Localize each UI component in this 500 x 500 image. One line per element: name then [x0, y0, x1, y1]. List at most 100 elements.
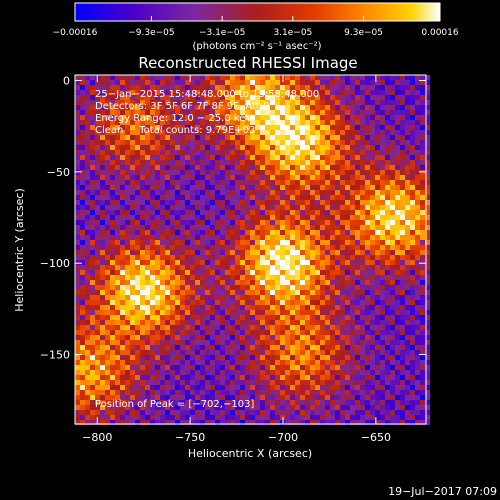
heatmap-cell — [325, 265, 330, 270]
heatmap-cell — [120, 275, 125, 280]
heatmap-cell — [260, 95, 265, 100]
heatmap-cell — [80, 185, 85, 190]
heatmap-cell — [265, 320, 270, 325]
heatmap-cell — [165, 365, 170, 370]
heatmap-cell — [280, 185, 285, 190]
heatmap-cell — [390, 390, 395, 395]
heatmap-cell — [370, 385, 375, 390]
heatmap-cell — [325, 245, 330, 250]
heatmap-cell — [390, 275, 395, 280]
heatmap-cell — [345, 260, 350, 265]
heatmap-cell — [220, 335, 225, 340]
heatmap-cell — [195, 405, 200, 410]
heatmap-cell — [210, 250, 215, 255]
heatmap-cell — [375, 360, 380, 365]
heatmap-cell — [165, 155, 170, 160]
heatmap-cell — [120, 75, 125, 80]
heatmap-cell — [240, 395, 245, 400]
heatmap-cell — [120, 210, 125, 215]
heatmap-cell — [260, 355, 265, 360]
heatmap-cell — [245, 280, 250, 285]
heatmap-cell — [355, 275, 360, 280]
heatmap-cell — [245, 285, 250, 290]
heatmap-cell — [415, 185, 420, 190]
heatmap-cell — [420, 280, 425, 285]
heatmap-cell — [300, 405, 305, 410]
heatmap-cell — [285, 200, 290, 205]
heatmap-cell — [270, 380, 275, 385]
heatmap-cell — [280, 130, 285, 135]
heatmap-cell — [210, 185, 215, 190]
heatmap-cell — [175, 380, 180, 385]
heatmap-cell — [265, 160, 270, 165]
heatmap-cell — [110, 85, 115, 90]
heatmap-cell — [385, 370, 390, 375]
heatmap-cell — [290, 255, 295, 260]
heatmap-cell — [225, 240, 230, 245]
heatmap-cell — [120, 160, 125, 165]
heatmap-cell — [355, 85, 360, 90]
heatmap-cell — [375, 130, 380, 135]
heatmap-cell — [185, 340, 190, 345]
heatmap-cell — [185, 420, 190, 425]
heatmap-cell — [115, 250, 120, 255]
heatmap-cell — [300, 95, 305, 100]
heatmap-cell — [80, 90, 85, 95]
heatmap-cell — [220, 85, 225, 90]
heatmap-cell — [100, 305, 105, 310]
heatmap-cell — [240, 200, 245, 205]
heatmap-cell — [365, 295, 370, 300]
heatmap-cell — [105, 100, 110, 105]
heatmap-cell — [245, 85, 250, 90]
heatmap-cell — [185, 170, 190, 175]
heatmap-cell — [400, 235, 405, 240]
heatmap-cell — [130, 335, 135, 340]
heatmap-cell — [260, 410, 265, 415]
heatmap-cell — [135, 290, 140, 295]
heatmap-cell — [195, 110, 200, 115]
heatmap-cell — [170, 95, 175, 100]
heatmap-cell — [380, 170, 385, 175]
heatmap-cell — [375, 340, 380, 345]
heatmap-cell — [120, 390, 125, 395]
heatmap-cell — [95, 265, 100, 270]
heatmap-cell — [380, 375, 385, 380]
heatmap-cell — [260, 255, 265, 260]
heatmap-cell — [125, 280, 130, 285]
heatmap-cell — [290, 420, 295, 425]
heatmap-cell — [420, 90, 425, 95]
heatmap-cell — [345, 305, 350, 310]
heatmap-cell — [85, 295, 90, 300]
heatmap-cell — [140, 355, 145, 360]
heatmap-cell — [380, 245, 385, 250]
heatmap-cell — [405, 105, 410, 110]
heatmap-cell — [90, 225, 95, 230]
heatmap-cell — [400, 180, 405, 185]
heatmap-cell — [130, 265, 135, 270]
heatmap-cell — [155, 335, 160, 340]
heatmap-cell — [95, 365, 100, 370]
heatmap-cell — [105, 165, 110, 170]
heatmap-cell — [270, 320, 275, 325]
heatmap-cell — [255, 360, 260, 365]
heatmap-cell — [330, 305, 335, 310]
heatmap-cell — [230, 415, 235, 420]
heatmap-cell — [140, 320, 145, 325]
heatmap-cell — [285, 340, 290, 345]
heatmap-cell — [160, 205, 165, 210]
heatmap-cell — [105, 245, 110, 250]
heatmap-cell — [95, 80, 100, 85]
heatmap-cell — [400, 140, 405, 145]
heatmap-cell — [340, 165, 345, 170]
heatmap-cell — [320, 365, 325, 370]
heatmap-cell — [100, 330, 105, 335]
heatmap-cell — [365, 415, 370, 420]
heatmap-cell — [135, 295, 140, 300]
heatmap-cell — [330, 110, 335, 115]
heatmap-cell — [115, 280, 120, 285]
heatmap-cell — [260, 75, 265, 80]
heatmap-cell — [160, 115, 165, 120]
heatmap-cell — [95, 385, 100, 390]
heatmap-cell — [275, 140, 280, 145]
heatmap-cell — [105, 350, 110, 355]
